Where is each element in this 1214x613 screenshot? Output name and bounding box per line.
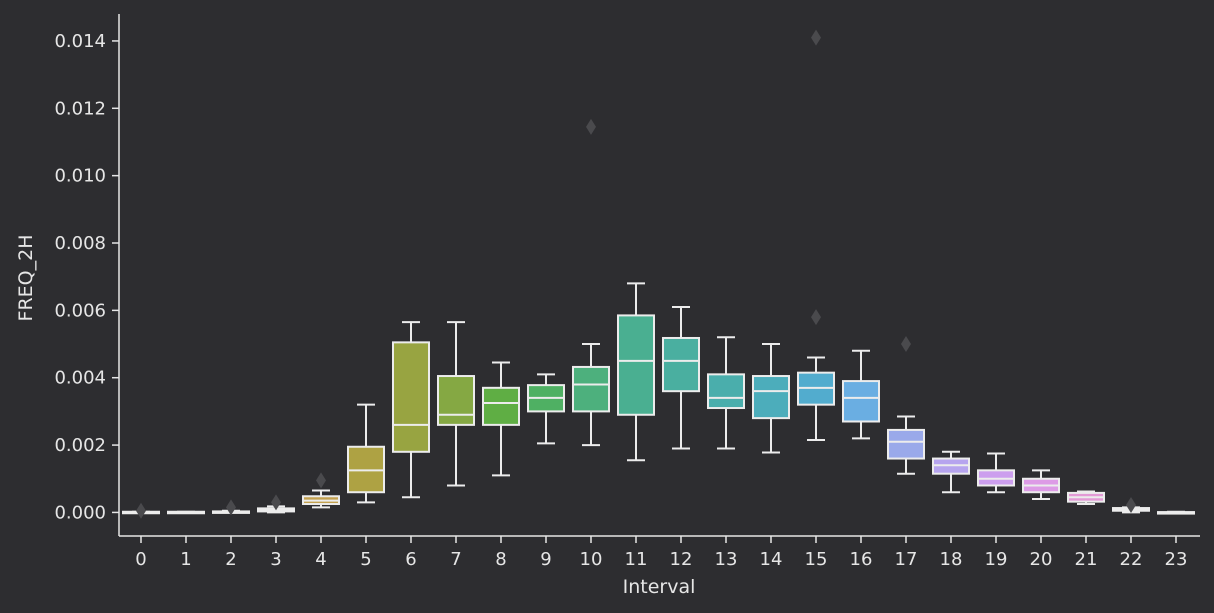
x-tick-label: 6 xyxy=(405,549,416,570)
outlier-point xyxy=(136,502,146,519)
box-group xyxy=(707,336,745,450)
box-group xyxy=(257,494,295,514)
box-iqr xyxy=(392,341,430,453)
box-group xyxy=(1112,497,1150,514)
y-tick-label: 0.000 xyxy=(54,502,106,523)
box-group xyxy=(842,349,880,440)
x-tick-label: 22 xyxy=(1120,549,1143,570)
box-iqr xyxy=(437,375,475,426)
outlier-point xyxy=(811,29,821,46)
x-tick-label: 15 xyxy=(805,549,828,570)
x-tick-label: 1 xyxy=(180,549,191,570)
x-tick-label: 16 xyxy=(850,549,873,570)
x-tick-label: 2 xyxy=(225,549,236,570)
x-tick-label: 11 xyxy=(625,549,648,570)
x-tick-label: 4 xyxy=(315,549,326,570)
y-tick-label: 0.008 xyxy=(54,233,106,254)
outlier-point xyxy=(226,499,236,516)
y-ticks: 0.000 0.002 0.004 0.006 0.008 0.010 0.012 0.014 xyxy=(54,31,119,523)
box-iqr xyxy=(617,314,655,416)
box-group xyxy=(392,321,430,499)
outlier-point xyxy=(586,118,596,135)
y-tick-label: 0.006 xyxy=(54,300,106,321)
x-tick-label: 7 xyxy=(450,549,461,570)
x-tick-label: 14 xyxy=(760,549,783,570)
box-group xyxy=(167,510,205,515)
box-group xyxy=(527,373,565,445)
outlier-point xyxy=(811,309,821,326)
outlier-point xyxy=(316,472,326,489)
box-group xyxy=(347,403,385,504)
box-group xyxy=(662,305,700,450)
box-iqr xyxy=(887,428,925,460)
box-iqr xyxy=(572,365,610,413)
box-group xyxy=(1067,490,1105,506)
box-iqr xyxy=(842,380,880,423)
y-tick-label: 0.010 xyxy=(54,166,106,187)
box-group xyxy=(302,472,340,509)
outlier-point xyxy=(1126,497,1136,514)
box-group xyxy=(887,336,925,475)
x-tick-label: 13 xyxy=(715,549,738,570)
x-tick-label: 20 xyxy=(1030,549,1053,570)
x-tick-label: 5 xyxy=(360,549,371,570)
box-group xyxy=(977,452,1015,494)
box-group xyxy=(797,29,835,442)
y-axis-label: FREQ_2H xyxy=(15,235,37,322)
x-tick-label: 19 xyxy=(985,549,1008,570)
box-iqr xyxy=(662,336,700,393)
box-iqr xyxy=(707,373,745,410)
x-tick-label: 18 xyxy=(940,549,963,570)
x-tick-label: 17 xyxy=(895,549,918,570)
box-iqr xyxy=(752,375,790,420)
box-group xyxy=(932,450,970,494)
outlier-point xyxy=(271,494,281,511)
y-tick-label: 0.012 xyxy=(54,98,106,119)
boxes-layer xyxy=(122,29,1195,519)
x-tick-label: 10 xyxy=(580,549,603,570)
x-tick-label: 12 xyxy=(670,549,693,570)
box-group xyxy=(617,282,655,462)
y-tick-label: 0.014 xyxy=(54,31,106,52)
box-group xyxy=(122,502,160,519)
box-group xyxy=(1022,469,1060,500)
x-tick-label: 3 xyxy=(270,549,281,570)
x-tick-label: 23 xyxy=(1165,549,1188,570)
box-group xyxy=(752,343,790,454)
box-group xyxy=(572,118,610,447)
outlier-point xyxy=(901,336,911,353)
y-tick-label: 0.004 xyxy=(54,368,106,389)
box-group xyxy=(437,321,475,487)
box-group xyxy=(212,499,250,516)
box-group xyxy=(1157,510,1195,515)
x-tick-label: 9 xyxy=(540,549,551,570)
x-tick-label: 0 xyxy=(135,549,146,570)
x-ticks: 0 1 2 3 4 5 6 7 8 9 10 11 12 13 14 15 16 17 18 19 20 21 22 23 xyxy=(135,536,1187,570)
x-axis-label: Interval xyxy=(623,576,696,598)
x-tick-label: 8 xyxy=(495,549,506,570)
x-tick-label: 21 xyxy=(1075,549,1098,570)
box-iqr xyxy=(482,386,520,426)
y-tick-label: 0.002 xyxy=(54,435,106,456)
box-group xyxy=(482,361,520,477)
